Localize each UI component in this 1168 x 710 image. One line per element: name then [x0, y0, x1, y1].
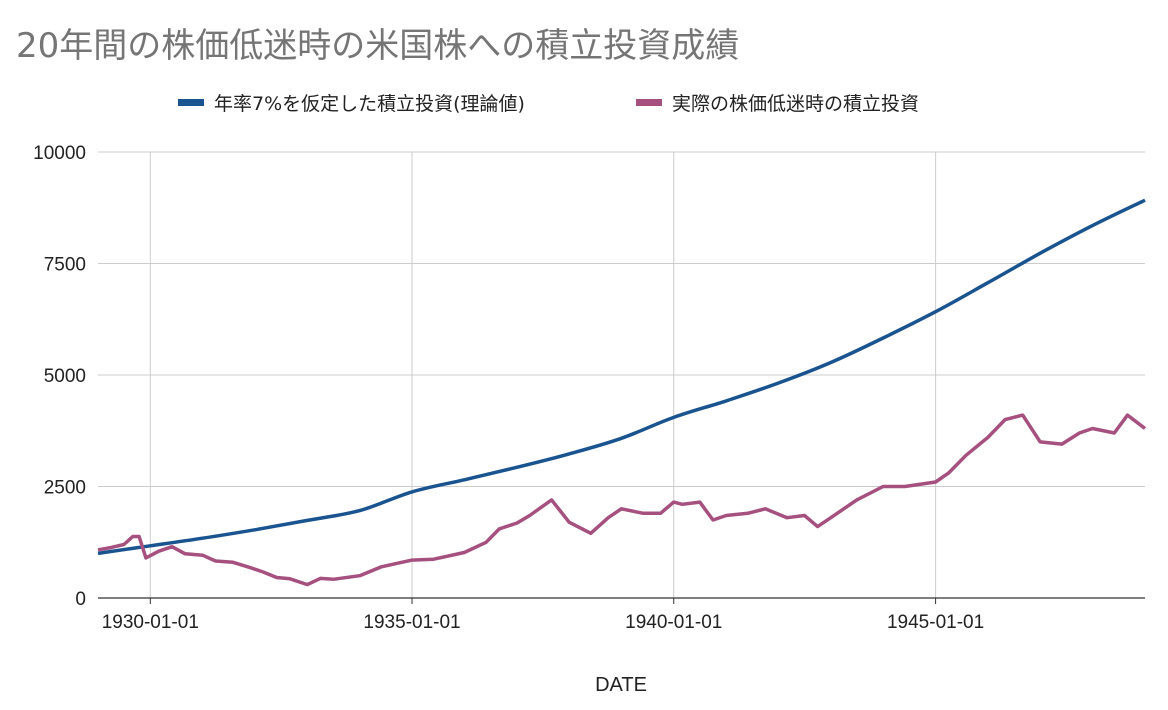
- legend-swatch-actual: [636, 99, 662, 106]
- x-axis-title: DATE: [595, 674, 647, 696]
- y-tick-label-5000: 5000: [44, 366, 86, 387]
- chart-title: 20年間の株価低迷時の米国株への積立投資成績: [16, 26, 740, 66]
- series-line-theoretical: [97, 198, 1146, 556]
- x-tick-label-0: 1930-01-01: [102, 612, 199, 633]
- y-tick-label-0: 0: [75, 589, 86, 610]
- x-tick-label-3: 1945-01-01: [887, 612, 984, 633]
- legend-label-theoretical: 年率7%を仮定した積立投資(理論値): [214, 93, 525, 115]
- legend-label-actual: 実際の株価低迷時の積立投資: [672, 93, 919, 115]
- y-tick-label-2500: 2500: [44, 478, 86, 499]
- legend-swatch-theoretical: [178, 99, 204, 106]
- series-lines: [97, 198, 1147, 587]
- gridlines: [98, 151, 1145, 598]
- y-tick-label-7500: 7500: [44, 255, 86, 276]
- x-tick-label-1: 1935-01-01: [363, 612, 460, 633]
- x-axis: 1930-01-01 1935-01-01 1940-01-01 1945-01-01: [102, 598, 984, 633]
- y-tick-label-10000: 10000: [33, 143, 86, 164]
- x-tick-label-2: 1940-01-01: [625, 612, 722, 633]
- legend: 年率7%を仮定した積立投資(理論値) 実際の株価低迷時の積立投資: [178, 93, 919, 115]
- y-axis: 0 2500 5000 7500 10000: [33, 143, 86, 610]
- series-line-actual: [97, 413, 1147, 587]
